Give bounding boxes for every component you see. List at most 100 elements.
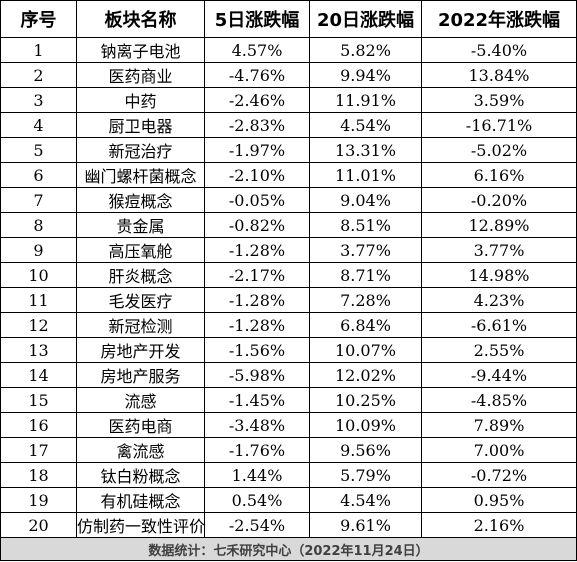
cell-2022-change: 14.98%: [421, 262, 577, 288]
table-row: 10 肝炎概念 -2.17% 8.71% 14.98%: [0, 262, 577, 288]
cell-index: 5: [0, 137, 77, 163]
cell-20day-change: 5.82%: [309, 37, 422, 63]
cell-sector-name: 有机硅概念: [76, 487, 205, 513]
header-index: 序号: [0, 0, 77, 38]
cell-index: 9: [0, 237, 77, 263]
header-5day-change: 5日涨跌幅: [204, 0, 310, 38]
cell-2022-change: -9.44%: [421, 362, 577, 388]
data-source-note: 数据统计：七禾研究中心（2022年11月24日）: [0, 537, 577, 561]
cell-sector-name: 贵金属: [76, 212, 205, 238]
table-row: 18 钛白粉概念 1.44% 5.79% -0.72%: [0, 462, 577, 488]
cell-2022-change: 6.16%: [421, 162, 577, 188]
cell-5day-change: -2.10%: [204, 162, 310, 188]
cell-2022-change: 0.95%: [421, 487, 577, 513]
cell-5day-change: -1.56%: [204, 337, 310, 363]
cell-5day-change: -1.28%: [204, 312, 310, 338]
cell-20day-change: 8.51%: [309, 212, 422, 238]
cell-20day-change: 3.77%: [309, 237, 422, 263]
table-row: 1 钠离子电池 4.57% 5.82% -5.40%: [0, 37, 577, 63]
cell-2022-change: 13.84%: [421, 62, 577, 88]
cell-sector-name: 高压氧舱: [76, 237, 205, 263]
cell-index: 13: [0, 337, 77, 363]
cell-5day-change: -2.83%: [204, 112, 310, 138]
cell-sector-name: 医药电商: [76, 412, 205, 438]
cell-sector-name: 中药: [76, 87, 205, 113]
cell-5day-change: -4.76%: [204, 62, 310, 88]
table-row: 2 医药商业 -4.76% 9.94% 13.84%: [0, 62, 577, 88]
header-20day-change: 20日涨跌幅: [309, 0, 422, 38]
cell-5day-change: -1.28%: [204, 287, 310, 313]
cell-5day-change: -2.54%: [204, 512, 310, 538]
cell-2022-change: 2.55%: [421, 337, 577, 363]
cell-sector-name: 医药商业: [76, 62, 205, 88]
cell-index: 3: [0, 87, 77, 113]
cell-2022-change: -0.72%: [421, 462, 577, 488]
cell-2022-change: -5.40%: [421, 37, 577, 63]
cell-sector-name: 新冠治疗: [76, 137, 205, 163]
cell-2022-change: 3.59%: [421, 87, 577, 113]
header-sector-name: 板块名称: [76, 0, 205, 38]
cell-2022-change: 7.00%: [421, 437, 577, 463]
cell-index: 7: [0, 187, 77, 213]
cell-sector-name: 幽门螺杆菌概念: [76, 162, 205, 188]
cell-sector-name: 房地产开发: [76, 337, 205, 363]
cell-sector-name: 毛发医疗: [76, 287, 205, 313]
cell-5day-change: 1.44%: [204, 462, 310, 488]
cell-2022-change: -0.20%: [421, 187, 577, 213]
cell-20day-change: 7.28%: [309, 287, 422, 313]
cell-index: 16: [0, 412, 77, 438]
header-2022-change: 2022年涨跌幅: [421, 0, 577, 38]
cell-index: 14: [0, 362, 77, 388]
cell-20day-change: 9.61%: [309, 512, 422, 538]
cell-2022-change: 12.89%: [421, 212, 577, 238]
cell-index: 6: [0, 162, 77, 188]
cell-20day-change: 5.79%: [309, 462, 422, 488]
cell-sector-name: 钠离子电池: [76, 37, 205, 63]
cell-2022-change: -5.02%: [421, 137, 577, 163]
cell-20day-change: 8.71%: [309, 262, 422, 288]
cell-index: 11: [0, 287, 77, 313]
cell-20day-change: 13.31%: [309, 137, 422, 163]
cell-2022-change: 7.89%: [421, 412, 577, 438]
table-row: 20 仿制药一致性评价 -2.54% 9.61% 2.16%: [0, 512, 577, 538]
cell-index: 12: [0, 312, 77, 338]
cell-index: 19: [0, 487, 77, 513]
table-row: 8 贵金属 -0.82% 8.51% 12.89%: [0, 212, 577, 238]
cell-index: 15: [0, 387, 77, 413]
table-row: 11 毛发医疗 -1.28% 7.28% 4.23%: [0, 287, 577, 313]
cell-sector-name: 禽流感: [76, 437, 205, 463]
table-row: 4 厨卫电器 -2.83% 4.54% -16.71%: [0, 112, 577, 138]
cell-20day-change: 9.04%: [309, 187, 422, 213]
cell-5day-change: -2.17%: [204, 262, 310, 288]
cell-5day-change: 4.57%: [204, 37, 310, 63]
table-row: 17 禽流感 -1.76% 9.56% 7.00%: [0, 437, 577, 463]
cell-index: 20: [0, 512, 77, 538]
cell-5day-change: -1.45%: [204, 387, 310, 413]
cell-20day-change: 6.84%: [309, 312, 422, 338]
table-row: 5 新冠治疗 -1.97% 13.31% -5.02%: [0, 137, 577, 163]
table-row: 6 幽门螺杆菌概念 -2.10% 11.01% 6.16%: [0, 162, 577, 188]
table-row: 13 房地产开发 -1.56% 10.07% 2.55%: [0, 337, 577, 363]
cell-5day-change: 0.54%: [204, 487, 310, 513]
cell-5day-change: -1.28%: [204, 237, 310, 263]
cell-20day-change: 9.94%: [309, 62, 422, 88]
cell-20day-change: 10.25%: [309, 387, 422, 413]
cell-sector-name: 钛白粉概念: [76, 462, 205, 488]
cell-sector-name: 仿制药一致性评价: [76, 512, 205, 538]
cell-20day-change: 9.56%: [309, 437, 422, 463]
cell-sector-name: 流感: [76, 387, 205, 413]
cell-20day-change: 10.07%: [309, 337, 422, 363]
cell-index: 8: [0, 212, 77, 238]
cell-20day-change: 10.09%: [309, 412, 422, 438]
cell-sector-name: 猴痘概念: [76, 187, 205, 213]
cell-index: 1: [0, 37, 77, 63]
cell-5day-change: -1.97%: [204, 137, 310, 163]
cell-sector-name: 厨卫电器: [76, 112, 205, 138]
table-row: 9 高压氧舱 -1.28% 3.77% 3.77%: [0, 237, 577, 263]
cell-2022-change: 2.16%: [421, 512, 577, 538]
cell-5day-change: -2.46%: [204, 87, 310, 113]
cell-index: 4: [0, 112, 77, 138]
cell-2022-change: -6.61%: [421, 312, 577, 338]
cell-20day-change: 12.02%: [309, 362, 422, 388]
